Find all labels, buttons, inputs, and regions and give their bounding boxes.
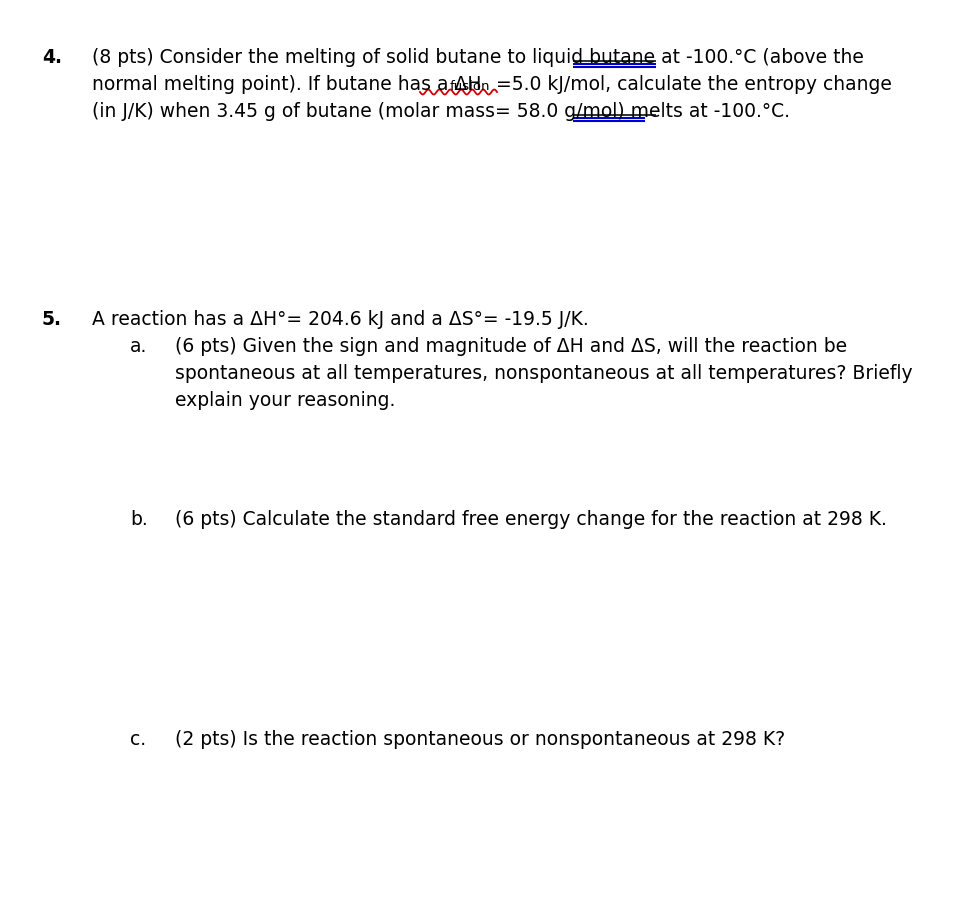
Text: fusion: fusion [450, 80, 491, 93]
Text: (8 pts) Consider the melting of solid butane to liquid butane at -100.°C (above : (8 pts) Consider the melting of solid bu… [92, 48, 864, 67]
Text: spontaneous at all temperatures, nonspontaneous at all temperatures? Briefly: spontaneous at all temperatures, nonspon… [175, 364, 912, 383]
Text: =5.0 kJ/mol, calculate the entropy change: =5.0 kJ/mol, calculate the entropy chang… [496, 75, 892, 94]
Text: 5.: 5. [42, 310, 62, 329]
Text: (in J/K) when 3.45 g of butane (molar mass= 58.0 g/mol) melts at -100.°C.: (in J/K) when 3.45 g of butane (molar ma… [92, 102, 790, 121]
Text: explain your reasoning.: explain your reasoning. [175, 391, 395, 410]
Text: a.: a. [130, 337, 147, 356]
Text: (2 pts) Is the reaction spontaneous or nonspontaneous at 298 K?: (2 pts) Is the reaction spontaneous or n… [175, 730, 785, 749]
Text: A reaction has a ΔH°= 204.6 kJ and a ΔS°= -19.5 J/K.: A reaction has a ΔH°= 204.6 kJ and a ΔS°… [92, 310, 589, 329]
Text: 4.: 4. [42, 48, 62, 67]
Text: c.: c. [130, 730, 146, 749]
Text: normal melting point). If butane has a ΔH: normal melting point). If butane has a Δ… [92, 75, 481, 94]
Text: b.: b. [130, 510, 148, 529]
Text: (6 pts) Calculate the standard free energy change for the reaction at 298 K.: (6 pts) Calculate the standard free ener… [175, 510, 887, 529]
Text: (6 pts) Given the sign and magnitude of ΔH and ΔS, will the reaction be: (6 pts) Given the sign and magnitude of … [175, 337, 847, 356]
